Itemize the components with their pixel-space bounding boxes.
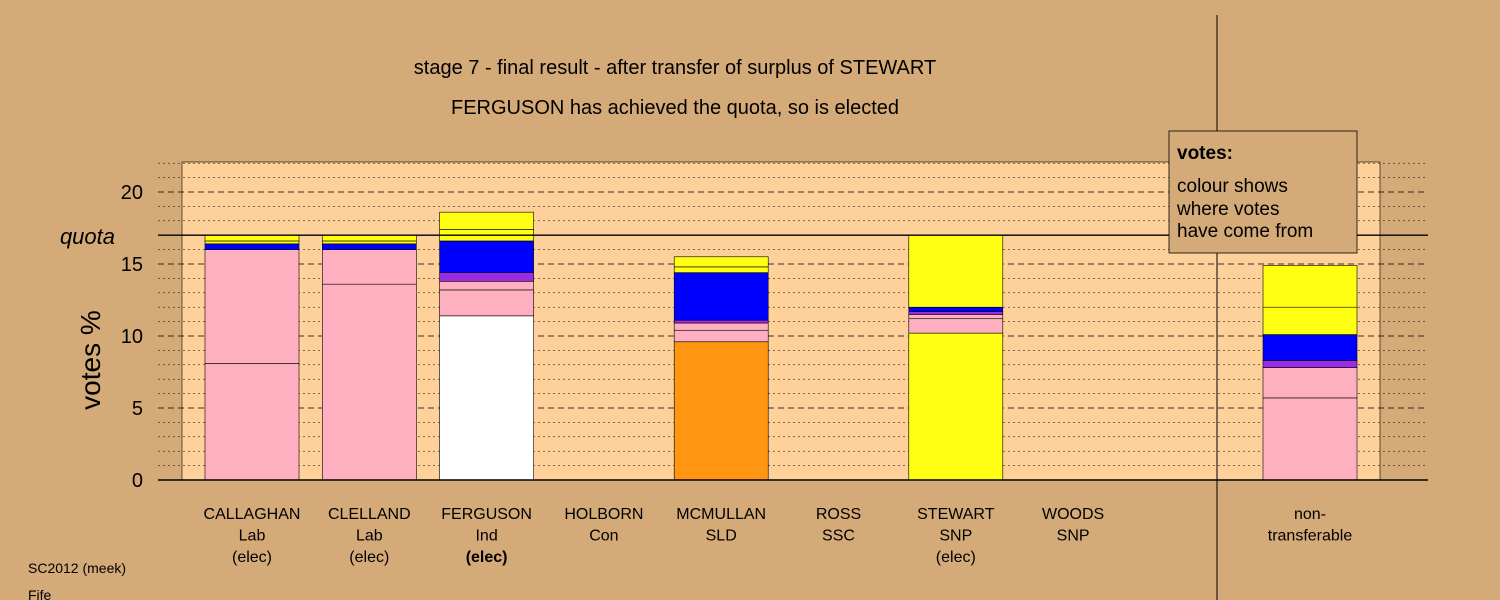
- candidate-status-callaghan: (elec): [232, 549, 272, 566]
- bars: [204, 211, 1358, 481]
- bar-stewart: [908, 234, 1004, 481]
- candidate-name-stewart: STEWART: [917, 506, 995, 523]
- bar-segment-ferguson-2: [439, 280, 534, 291]
- bar-segment-ferguson-0: [439, 315, 534, 481]
- bar-ferguson: [439, 211, 534, 481]
- bar-segment-nontransferable-1: [1262, 367, 1358, 399]
- legend-box: [1168, 130, 1358, 254]
- bar-segment-clelland-4: [321, 234, 417, 242]
- nontransferable-label-0: non-: [1294, 506, 1326, 523]
- bar-segment-ferguson-4: [439, 240, 534, 273]
- bar-segment-mcmullan-2: [673, 322, 769, 331]
- bar-segment-clelland-1: [321, 249, 417, 285]
- candidate-party-ferguson: Ind: [475, 528, 497, 545]
- candidate-status-ferguson: (elec): [466, 549, 508, 566]
- y-tick-label: 5: [132, 398, 143, 420]
- y-tick-label: 15: [121, 254, 143, 276]
- candidate-party-holborn: Con: [589, 528, 618, 545]
- bar-segment-stewart-5: [908, 234, 1004, 308]
- candidate-name-mcmullan: MCMULLAN: [676, 506, 766, 523]
- candidate-name-ross: ROSS: [816, 506, 861, 523]
- bar-callaghan: [204, 234, 300, 481]
- legend: votes: colour shows where votes have com…: [1168, 130, 1358, 254]
- bar-segment-callaghan-2: [204, 243, 300, 250]
- candidate-party-callaghan: Lab: [239, 528, 266, 545]
- candidate-party-woods: SNP: [1057, 528, 1090, 545]
- bar-segment-mcmullan-0: [673, 341, 769, 481]
- bar-segment-nontransferable-3: [1262, 334, 1358, 361]
- quota-label: quota: [60, 224, 115, 249]
- footer-code: SC2012 (meek): [28, 560, 126, 576]
- x-axis-labels: CALLAGHAN Lab (elec) CLELLAND Lab (elec) FERGU…: [204, 506, 1353, 566]
- bar-segment-callaghan-0: [204, 363, 300, 481]
- y-tick-label: 0: [132, 470, 143, 492]
- legend-line-1: colour shows: [1177, 176, 1288, 197]
- candidate-status-stewart: (elec): [936, 549, 976, 566]
- candidate-party-mcmullan: SLD: [706, 528, 737, 545]
- bar-segment-clelland-2: [321, 243, 417, 250]
- bar-segment-nontransferable-2: [1262, 360, 1358, 368]
- footer-region: Fife: [28, 587, 52, 600]
- bar-segment-nontransferable-4: [1262, 306, 1358, 335]
- bar-segment-nontransferable-0: [1262, 397, 1358, 481]
- candidate-party-ross: SSC: [822, 528, 855, 545]
- bar-segment-clelland-0: [321, 283, 417, 481]
- candidate-name-woods: WOODS: [1042, 506, 1104, 523]
- bar-segment-stewart-1: [908, 318, 1004, 334]
- bar-mcmullan: [673, 256, 769, 481]
- y-axis-label: votes %: [75, 310, 106, 410]
- y-tick-label: 20: [121, 182, 143, 204]
- candidate-name-holborn: HOLBORN: [564, 506, 643, 523]
- bar-nontransferable: [1262, 265, 1358, 481]
- bar-segment-stewart-4: [908, 306, 1004, 312]
- legend-line-2: where votes: [1176, 199, 1279, 220]
- bar-segment-callaghan-3: [204, 240, 300, 245]
- bar-segment-mcmullan-6: [673, 256, 769, 268]
- nontransferable-label-1: transferable: [1268, 528, 1353, 545]
- chart-title: stage 7 - final result - after transfer …: [414, 57, 936, 79]
- y-tick-label: 10: [121, 326, 143, 348]
- candidate-name-callaghan: CALLAGHAN: [204, 506, 301, 523]
- bar-segment-stewart-3: [908, 311, 1004, 315]
- bar-segment-mcmullan-5: [673, 266, 769, 273]
- bar-segment-clelland-3: [321, 240, 417, 245]
- chart-subtitle: FERGUSON has achieved the quota, so is e…: [451, 97, 899, 119]
- candidate-party-stewart: SNP: [939, 528, 972, 545]
- bar-segment-callaghan-4: [204, 234, 300, 242]
- bar-clelland: [321, 234, 417, 481]
- candidate-status-clelland: (elec): [349, 549, 389, 566]
- bar-segment-stewart-0: [908, 332, 1004, 481]
- bar-segment-ferguson-3: [439, 272, 534, 282]
- legend-line-3: have come from: [1177, 221, 1313, 242]
- bar-segment-mcmullan-3: [673, 319, 769, 324]
- bar-segment-nontransferable-5: [1262, 265, 1358, 308]
- legend-title: votes:: [1177, 143, 1233, 164]
- candidate-name-ferguson: FERGUSON: [441, 506, 532, 523]
- candidate-name-clelland: CLELLAND: [328, 506, 411, 523]
- bar-segment-callaghan-1: [204, 249, 300, 364]
- bar-segment-stewart-2: [908, 314, 1004, 320]
- bar-segment-mcmullan-4: [673, 272, 769, 321]
- bar-segment-ferguson-1: [439, 289, 534, 317]
- bar-segment-mcmullan-1: [673, 329, 769, 343]
- candidate-party-clelland: Lab: [356, 528, 383, 545]
- bar-segment-ferguson-6: [439, 211, 534, 230]
